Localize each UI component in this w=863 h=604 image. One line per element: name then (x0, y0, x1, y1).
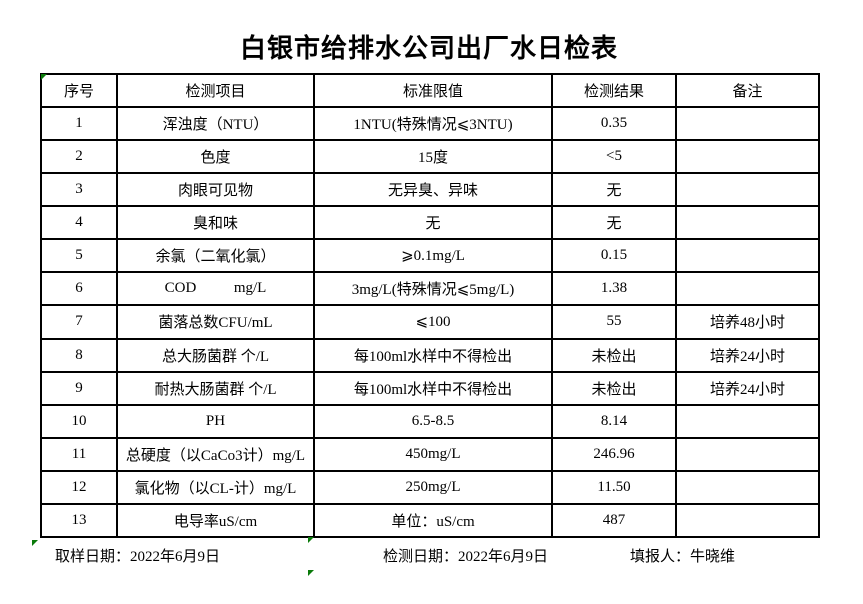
cell-no: 5 (40, 238, 118, 274)
cell-limit: 250mg/L (313, 469, 553, 505)
cell-remark (675, 271, 820, 307)
cell-remark (675, 205, 820, 241)
excel-marker-icon (41, 74, 47, 80)
cell-item: 氯化物（以CL-计）mg/L (116, 469, 315, 505)
cell-no: 4 (40, 205, 118, 241)
excel-marker-icon (32, 540, 38, 546)
cell-item: 肉眼可见物 (116, 172, 315, 208)
excel-marker-icon (308, 537, 314, 543)
header-item: 检测项目 (116, 72, 315, 109)
header-limit: 标准限值 (313, 72, 553, 109)
table-row: 2 色度 15度 <5 (40, 139, 820, 175)
cell-item: 电导率uS/cm (116, 502, 315, 539)
cell-remark (675, 403, 820, 439)
cell-result: 0.15 (551, 238, 677, 274)
table-row: 7 菌落总数CFU/mL ⩽100 55 培养48小时 (40, 304, 820, 340)
table-row: 5 余氯（二氧化氯） ⩾0.1mg/L 0.15 (40, 238, 820, 274)
table-row: 11 总硬度（以CaCo3计）mg/L 450mg/L 246.96 (40, 436, 820, 472)
cell-result: 0.35 (551, 106, 677, 142)
cell-remark (675, 502, 820, 539)
cell-remark (675, 139, 820, 175)
cell-limit: ⩽100 (313, 304, 553, 340)
cell-no: 12 (40, 469, 118, 505)
cell-result: 487 (551, 502, 677, 539)
table-row: 8 总大肠菌群 个/L 每100ml水样中不得检出 未检出 培养24小时 (40, 337, 820, 373)
cell-no: 1 (40, 106, 118, 142)
cell-no: 9 (40, 370, 118, 406)
table-row: 9 耐热大肠菌群 个/L 每100ml水样中不得检出 未检出 培养24小时 (40, 370, 820, 406)
cell-limit: 每100ml水样中不得检出 (313, 337, 553, 373)
cell-item: 色度 (116, 139, 315, 175)
page-title: 白银市给排水公司出厂水日检表 (239, 34, 618, 63)
cell-limit: 450mg/L (313, 436, 553, 472)
cell-result: 1.38 (551, 271, 677, 307)
reporter: 填报人：牛晓维 (630, 549, 736, 565)
cell-result: 55 (551, 304, 677, 340)
excel-marker-icon (308, 570, 314, 576)
cell-limit: 无 (313, 205, 553, 241)
table-row: 4 臭和味 无 无 (40, 205, 820, 241)
header-remark: 备注 (675, 72, 820, 109)
cell-result: <5 (551, 139, 677, 175)
cell-no: 8 (40, 337, 118, 373)
cell-remark: 培养24小时 (675, 370, 820, 406)
cell-item: 菌落总数CFU/mL (116, 304, 315, 340)
cell-remark (675, 436, 820, 472)
cell-limit: 15度 (313, 139, 553, 175)
cell-remark (675, 106, 820, 142)
cell-limit: 单位：uS/cm (313, 502, 553, 539)
header-no: 序号 (40, 72, 118, 109)
table-row: 3 肉眼可见物 无异臭、异味 无 (40, 172, 820, 208)
table-header-row: 序号 检测项目 标准限值 检测结果 备注 (40, 72, 820, 109)
table-row: 10 PH 6.5-8.5 8.14 (40, 403, 820, 439)
cell-limit: ⩾0.1mg/L (313, 238, 553, 274)
cell-limit: 6.5-8.5 (313, 403, 553, 439)
water-quality-table: 序号 检测项目 标准限值 检测结果 备注 1 浑浊度（NTU） 1NTU(特殊情… (40, 72, 820, 539)
cell-item: 耐热大肠菌群 个/L (116, 370, 315, 406)
cell-remark: 培养24小时 (675, 337, 820, 373)
cell-no: 6 (40, 271, 118, 307)
header-result: 检测结果 (551, 72, 677, 109)
cell-no: 13 (40, 502, 118, 539)
cell-item: 余氯（二氧化氯） (116, 238, 315, 274)
cell-item: 总大肠菌群 个/L (116, 337, 315, 373)
cell-remark: 培养48小时 (675, 304, 820, 340)
cell-item: 臭和味 (116, 205, 315, 241)
test-date: 检测日期：2022年6月9日 (383, 549, 549, 565)
cell-remark (675, 238, 820, 274)
cell-remark (675, 469, 820, 505)
table-row: 6 COD mg/L 3mg/L(特殊情况⩽5mg/L) 1.38 (40, 271, 820, 307)
cell-result: 11.50 (551, 469, 677, 505)
cell-no: 3 (40, 172, 118, 208)
table-row: 1 浑浊度（NTU） 1NTU(特殊情况⩽3NTU) 0.35 (40, 106, 820, 142)
cell-item: PH (116, 403, 315, 439)
cell-remark (675, 172, 820, 208)
cell-result: 无 (551, 205, 677, 241)
cell-limit: 每100ml水样中不得检出 (313, 370, 553, 406)
cell-item: 总硬度（以CaCo3计）mg/L (116, 436, 315, 472)
cell-no: 2 (40, 139, 118, 175)
table-row: 12 氯化物（以CL-计）mg/L 250mg/L 11.50 (40, 469, 820, 505)
cell-result: 未检出 (551, 337, 677, 373)
cell-result: 未检出 (551, 370, 677, 406)
cell-result: 无 (551, 172, 677, 208)
cell-item: 浑浊度（NTU） (116, 106, 315, 142)
sampling-date: 取样日期：2022年6月9日 (55, 549, 221, 565)
cell-limit: 无异臭、异味 (313, 172, 553, 208)
cell-limit: 1NTU(特殊情况⩽3NTU) (313, 106, 553, 142)
table-row: 13 电导率uS/cm 单位：uS/cm 487 (40, 502, 820, 539)
cell-no: 10 (40, 403, 118, 439)
cell-no: 11 (40, 436, 118, 472)
cell-result: 8.14 (551, 403, 677, 439)
cell-result: 246.96 (551, 436, 677, 472)
cell-no: 7 (40, 304, 118, 340)
cell-limit: 3mg/L(特殊情况⩽5mg/L) (313, 271, 553, 307)
cell-item: COD mg/L (116, 271, 315, 307)
